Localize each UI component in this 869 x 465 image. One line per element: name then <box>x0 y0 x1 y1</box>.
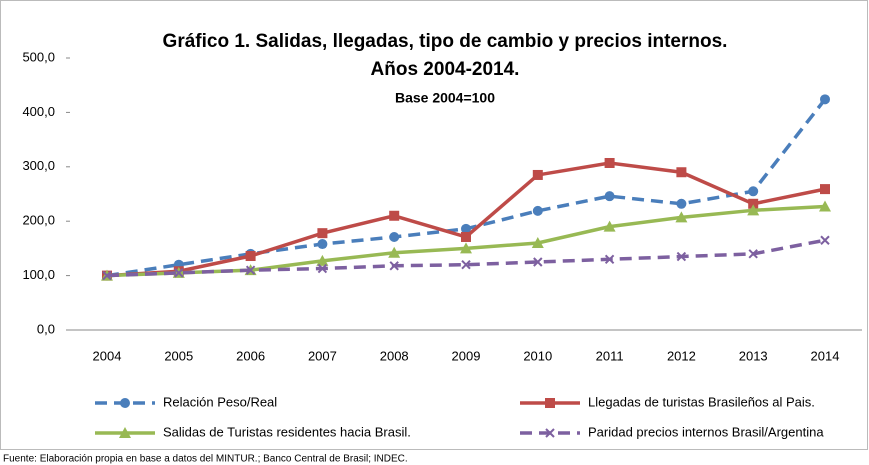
y-tick-label: 100,0 <box>22 267 55 282</box>
y-tick-label: 200,0 <box>22 213 55 228</box>
marker <box>102 270 112 281</box>
marker <box>389 261 399 271</box>
marker <box>317 263 328 274</box>
marker <box>245 265 256 275</box>
marker <box>748 186 759 197</box>
marker <box>676 251 687 262</box>
marker <box>533 257 543 267</box>
x-tick-label: 2010 <box>523 348 552 363</box>
marker <box>532 205 543 216</box>
series-line <box>106 238 826 278</box>
marker <box>604 157 615 168</box>
chart-subtitle: Años 2004-2014. <box>371 59 520 80</box>
chart-note: Base 2004=100 <box>395 90 495 106</box>
marker <box>316 254 329 266</box>
marker <box>388 246 401 258</box>
chart-title: Gráfico 1. Salidas, llegadas, tipo de ca… <box>163 31 728 52</box>
x-tick-label: 2008 <box>380 348 409 363</box>
marker <box>389 210 400 221</box>
x-tick-label: 2005 <box>164 348 193 363</box>
y-tick-label: 400,0 <box>22 104 55 119</box>
marker <box>747 204 760 216</box>
legend-label: Llegadas de turistas Brasileños al Pais. <box>588 394 815 409</box>
marker <box>820 235 830 245</box>
source-note: Fuente: Elaboración propia en base a dat… <box>3 454 408 465</box>
marker <box>317 239 328 250</box>
marker <box>245 251 256 262</box>
marker <box>531 236 544 248</box>
chart-frame <box>0 0 868 450</box>
marker <box>819 200 831 212</box>
x-tick-label: 2006 <box>236 348 265 363</box>
x-tick-label: 2011 <box>596 348 624 363</box>
x-tick-label: 2007 <box>308 348 337 363</box>
legend-marker <box>120 398 130 408</box>
marker <box>748 249 758 259</box>
marker <box>461 231 471 242</box>
x-tick-label: 2014 <box>811 348 840 363</box>
marker <box>461 223 471 234</box>
legend-label: Paridad precios internos Brasil/Argentin… <box>588 424 824 439</box>
legend-label: Relación Peso/Real <box>163 394 277 409</box>
marker <box>317 228 328 239</box>
marker <box>603 220 616 232</box>
legend-marker <box>545 428 555 438</box>
legend-label: Salidas de Turistas residentes hacia Bra… <box>163 424 411 439</box>
marker <box>675 211 688 223</box>
marker <box>748 198 759 209</box>
y-tick-label: 500,0 <box>22 49 55 64</box>
x-tick-label: 2009 <box>452 348 481 363</box>
marker <box>460 242 472 254</box>
legend-marker <box>119 427 131 438</box>
marker <box>604 191 615 202</box>
marker <box>604 254 615 264</box>
marker <box>820 184 830 195</box>
marker <box>676 167 687 178</box>
x-tick-label: 2004 <box>93 348 122 363</box>
marker <box>461 260 471 270</box>
marker <box>820 94 830 105</box>
marker <box>676 198 687 209</box>
marker <box>389 231 400 242</box>
marker <box>174 268 184 278</box>
x-tick-label: 2013 <box>739 348 768 363</box>
y-tick-label: 0,0 <box>37 321 55 336</box>
legend-marker <box>545 398 555 408</box>
x-tick-label: 2012 <box>667 348 696 363</box>
marker <box>532 169 543 180</box>
y-tick-label: 300,0 <box>22 158 55 173</box>
